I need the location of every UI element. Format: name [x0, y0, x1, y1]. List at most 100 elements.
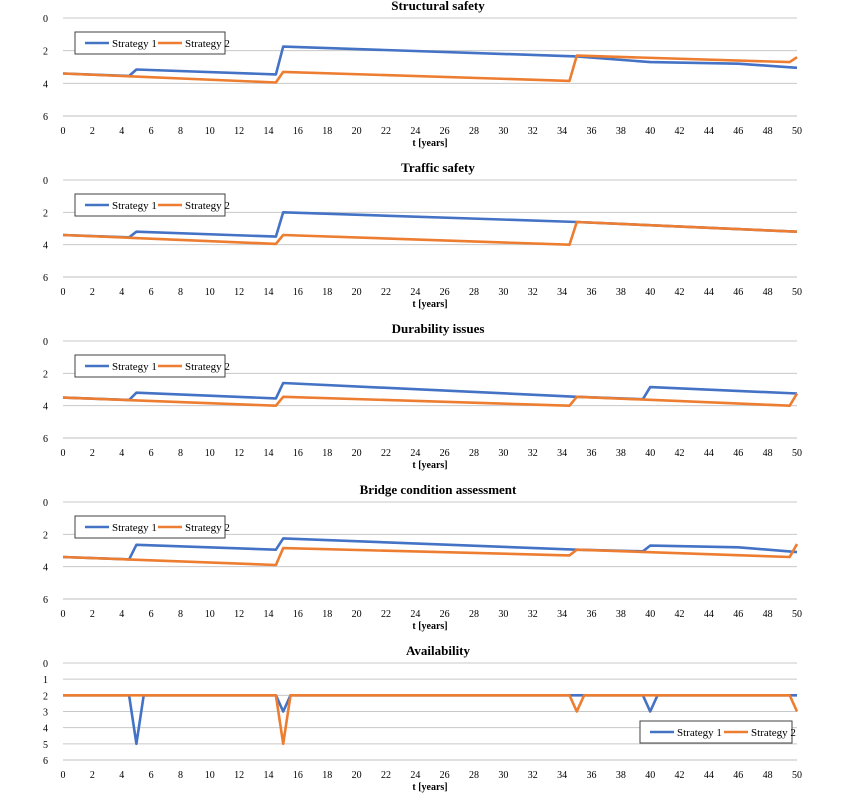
x-axis-label: t [years]: [412, 782, 447, 793]
x-tick-label: 36: [586, 609, 596, 620]
x-tick-label: 40: [645, 770, 655, 781]
x-tick-label: 46: [733, 770, 743, 781]
x-tick-label: 32: [528, 448, 538, 459]
x-tick-label: 12: [234, 448, 244, 459]
x-tick-label: 40: [645, 126, 655, 137]
y-tick-label: 4: [43, 79, 48, 90]
x-tick-label: 30: [498, 609, 508, 620]
legend: Strategy 1 Strategy 2: [74, 193, 230, 217]
series-line-strategy-1: [62, 381, 798, 402]
x-tick-label: 0: [61, 126, 66, 137]
x-tick-label: 42: [675, 609, 685, 620]
legend-label: Strategy 2: [185, 200, 230, 212]
y-tick-label: 3: [43, 708, 48, 719]
y-tick-label: 4: [43, 241, 48, 252]
y-tick-label: 0: [43, 176, 48, 187]
x-tick-label: 0: [61, 770, 66, 781]
legend-label: Strategy 1: [112, 200, 157, 212]
x-tick-label: 18: [322, 770, 332, 781]
x-tick-label: 20: [352, 448, 362, 459]
x-tick-label: 18: [322, 448, 332, 459]
x-tick-label: 26: [440, 609, 450, 620]
x-tick-label: 14: [264, 448, 274, 459]
x-tick-label: 2: [90, 126, 95, 137]
x-tick-label: 38: [616, 287, 626, 298]
x-tick-label: 14: [264, 287, 274, 298]
y-tick-label: 2: [43, 208, 48, 219]
legend-label: Strategy 1: [112, 361, 157, 373]
y-tick-label: 6: [43, 112, 48, 123]
x-axis-label: t [years]: [412, 299, 447, 310]
x-tick-label: 16: [293, 770, 303, 781]
x-tick-label: 42: [675, 770, 685, 781]
y-tick-label: 4: [43, 563, 48, 574]
x-tick-label: 20: [352, 287, 362, 298]
x-tick-label: 4: [119, 287, 124, 298]
x-tick-label: 18: [322, 287, 332, 298]
x-tick-label: 50: [792, 609, 802, 620]
x-tick-label: 26: [440, 448, 450, 459]
x-tick-label: 12: [234, 287, 244, 298]
x-tick-label: 22: [381, 609, 391, 620]
legend-label: Strategy 1: [112, 38, 157, 50]
x-tick-label: 0: [61, 287, 66, 298]
x-tick-label: 46: [733, 287, 743, 298]
x-tick-label: 2: [90, 770, 95, 781]
series-line-strategy-2: [62, 392, 799, 407]
chart-title: Availability: [406, 643, 471, 658]
x-tick-label: 22: [381, 448, 391, 459]
x-tick-label: 44: [704, 126, 714, 137]
x-tick-label: 6: [149, 126, 154, 137]
y-tick-label: 6: [43, 434, 48, 445]
x-tick-label: 22: [381, 287, 391, 298]
y-tick-label: 0: [43, 659, 48, 670]
x-tick-label: 12: [234, 126, 244, 137]
y-tick-label: 2: [43, 369, 48, 380]
x-tick-label: 42: [675, 287, 685, 298]
x-tick-label: 32: [528, 126, 538, 137]
x-tick-label: 46: [733, 609, 743, 620]
x-tick-label: 22: [381, 126, 391, 137]
legend-label: Strategy 2: [185, 361, 230, 373]
x-tick-label: 30: [498, 770, 508, 781]
x-tick-label: 50: [792, 126, 802, 137]
x-tick-label: 6: [149, 448, 154, 459]
x-tick-label: 44: [704, 609, 714, 620]
x-tick-label: 2: [90, 448, 95, 459]
y-tick-label: 0: [43, 498, 48, 509]
x-tick-label: 10: [205, 126, 215, 137]
series-line-strategy-1: [62, 537, 798, 561]
x-tick-label: 36: [586, 770, 596, 781]
x-tick-label: 22: [381, 770, 391, 781]
x-tick-label: 24: [410, 287, 420, 298]
x-tick-label: 30: [498, 126, 508, 137]
x-tick-label: 14: [264, 609, 274, 620]
x-tick-label: 38: [616, 770, 626, 781]
x-tick-label: 6: [149, 609, 154, 620]
chart-title: Traffic safety: [401, 160, 475, 175]
x-tick-label: 14: [264, 770, 274, 781]
x-tick-label: 2: [90, 609, 95, 620]
legend: Strategy 1 Strategy 2: [74, 31, 230, 55]
x-tick-label: 44: [704, 287, 714, 298]
x-tick-label: 14: [264, 126, 274, 137]
legend-box: [74, 193, 226, 217]
x-tick-label: 40: [645, 287, 655, 298]
x-tick-label: 48: [763, 448, 773, 459]
series-line-strategy-2: [62, 54, 798, 84]
x-tick-label: 18: [322, 609, 332, 620]
y-tick-label: 6: [43, 595, 48, 606]
x-tick-label: 4: [119, 770, 124, 781]
x-tick-label: 26: [440, 770, 450, 781]
series-line-strategy-2: [62, 543, 799, 567]
x-tick-label: 16: [293, 448, 303, 459]
x-tick-label: 48: [763, 770, 773, 781]
x-tick-label: 16: [293, 126, 303, 137]
series-line-strategy-2: [62, 220, 798, 246]
x-tick-label: 34: [557, 609, 567, 620]
legend-label: Strategy 1: [677, 727, 722, 739]
y-tick-label: 2: [43, 691, 48, 702]
x-tick-label: 24: [410, 609, 420, 620]
x-tick-label: 4: [119, 126, 124, 137]
